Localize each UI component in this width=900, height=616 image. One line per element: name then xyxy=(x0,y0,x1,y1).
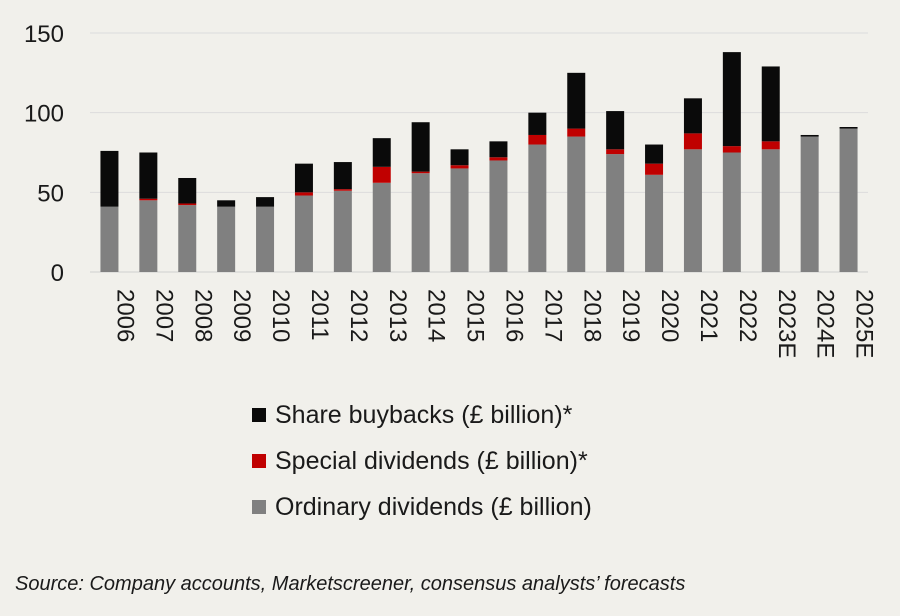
y-tick-label-0: 0 xyxy=(51,260,64,287)
bar-2014-special xyxy=(411,171,430,174)
x-tick-label-2008: 2008 xyxy=(189,289,216,342)
y-tick-label-150: 150 xyxy=(24,21,64,48)
bar-2017-buyback xyxy=(528,112,547,135)
x-tick-label-2015: 2015 xyxy=(462,289,489,342)
bar-2016-special xyxy=(489,157,508,161)
legend-item-ordinary-dividends: Ordinary dividends (£ billion) xyxy=(252,484,592,530)
bar-2019-ordinary xyxy=(606,154,625,272)
bar-2021-buyback xyxy=(683,98,702,134)
legend-swatch-ordinary-dividends xyxy=(252,500,266,514)
x-tick-label-2016: 2016 xyxy=(500,289,527,342)
bar-2022-ordinary xyxy=(722,152,741,272)
x-tick-label-2019: 2019 xyxy=(617,289,644,342)
bar-2006-buyback xyxy=(100,150,119,207)
x-tick-label-2020: 2020 xyxy=(656,289,683,342)
x-tick-label-2009: 2009 xyxy=(228,289,255,342)
x-tick-label-2013: 2013 xyxy=(384,289,411,342)
bar-2014-buyback xyxy=(411,122,430,172)
bar-2015-special xyxy=(450,165,469,169)
legend-label-share-buybacks: Share buybacks (£ billion)* xyxy=(275,400,573,429)
bar-2007-buyback xyxy=(139,152,158,199)
x-tick-label-2024E: 2024E xyxy=(812,289,839,358)
bar-2020-ordinary xyxy=(645,174,664,272)
bar-2018-ordinary xyxy=(567,136,586,272)
bar-2010-ordinary xyxy=(256,206,275,272)
bar-2025E-ordinary xyxy=(839,128,858,272)
bar-2015-ordinary xyxy=(450,168,469,272)
bar-2019-buyback xyxy=(606,111,625,150)
bar-2013-special xyxy=(372,166,391,183)
legend-swatch-share-buybacks xyxy=(252,408,266,422)
legend-swatch-special-dividends xyxy=(252,454,266,468)
source-note: Source: Company accounts, Marketscreener… xyxy=(15,573,686,595)
bar-2016-buyback xyxy=(489,141,508,158)
y-tick-label-50: 50 xyxy=(37,180,64,207)
stacked-bar-chart: 0 50 100 150 2006 2007 2008 2009 2010 2011 2012 201… xyxy=(24,21,878,358)
bar-2009-buyback xyxy=(217,200,236,207)
x-tick-label-2006: 2006 xyxy=(111,289,138,342)
bar-2018-special xyxy=(567,128,586,137)
bar-2011-buyback xyxy=(294,163,313,193)
x-tick-label-2014: 2014 xyxy=(423,289,450,342)
bar-2006-ordinary xyxy=(100,206,119,272)
x-tick-label-2025E: 2025E xyxy=(851,289,878,358)
bar-2008-ordinary xyxy=(178,205,197,272)
bar-2024E-ordinary xyxy=(800,136,819,272)
bar-2021-special xyxy=(683,133,702,150)
bar-2013-buyback xyxy=(372,138,391,167)
x-tick-label-2011: 2011 xyxy=(306,289,333,341)
bar-2017-ordinary xyxy=(528,144,547,272)
bar-2023E-special xyxy=(761,141,780,150)
x-tick-label-2018: 2018 xyxy=(578,289,605,342)
legend-label-ordinary-dividends: Ordinary dividends (£ billion) xyxy=(275,492,592,521)
bar-2020-special xyxy=(645,163,664,175)
bar-2023E-buyback xyxy=(761,66,780,142)
bar-2019-special xyxy=(606,149,625,155)
bar-2024E-buyback xyxy=(800,134,819,137)
bar-2008-special xyxy=(178,203,197,206)
bar-2011-ordinary xyxy=(294,195,313,272)
bar-2012-special xyxy=(333,189,352,191)
legend: Share buybacks (£ billion)* Special divi… xyxy=(252,392,592,530)
bar-2008-buyback xyxy=(178,177,197,204)
legend-item-special-dividends: Special dividends (£ billion)* xyxy=(252,438,592,484)
bar-2015-buyback xyxy=(450,149,469,166)
legend-item-share-buybacks: Share buybacks (£ billion)* xyxy=(252,392,592,438)
bar-2022-buyback xyxy=(722,52,741,147)
bar-2010-buyback xyxy=(256,197,275,207)
bar-2012-ordinary xyxy=(333,190,352,272)
x-tick-label-2023E: 2023E xyxy=(773,289,800,358)
x-tick-label-2021: 2021 xyxy=(695,289,722,342)
x-tick-label-2017: 2017 xyxy=(539,289,566,342)
x-tick-label-2010: 2010 xyxy=(267,289,294,342)
x-tick-label-2022: 2022 xyxy=(734,289,761,342)
bar-2009-ordinary xyxy=(217,206,236,272)
bar-2022-special xyxy=(722,146,741,153)
bar-2021-ordinary xyxy=(683,149,702,272)
bar-2017-special xyxy=(528,134,547,145)
x-tick-label-2012: 2012 xyxy=(345,289,372,342)
bar-2018-buyback xyxy=(567,72,586,129)
bar-2020-buyback xyxy=(645,144,664,164)
bar-2013-ordinary xyxy=(372,182,391,272)
bar-2012-buyback xyxy=(333,162,352,190)
bar-2007-special xyxy=(139,198,158,201)
bar-2014-ordinary xyxy=(411,173,430,272)
bar-2016-ordinary xyxy=(489,160,508,272)
bar-2011-special xyxy=(294,192,313,196)
y-tick-label-100: 100 xyxy=(24,101,64,128)
bar-2023E-ordinary xyxy=(761,149,780,272)
bar-2007-ordinary xyxy=(139,200,158,272)
x-tick-label-2007: 2007 xyxy=(150,289,177,342)
legend-label-special-dividends: Special dividends (£ billion)* xyxy=(275,446,588,475)
bar-2025E-buyback xyxy=(839,127,858,129)
